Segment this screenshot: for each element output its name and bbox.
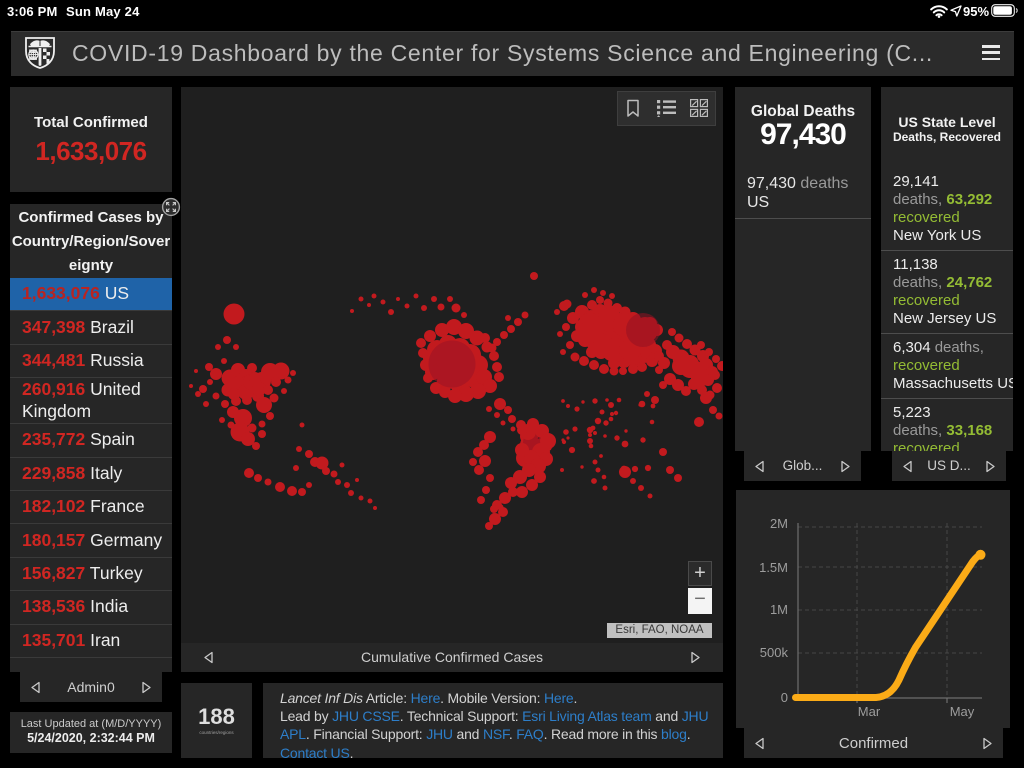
svg-text:1M: 1M <box>770 602 788 617</box>
svg-text:1.5M: 1.5M <box>759 560 788 575</box>
svg-text:May: May <box>950 704 975 719</box>
svg-text:0: 0 <box>781 690 788 705</box>
svg-text:500k: 500k <box>760 645 789 660</box>
svg-text:2M: 2M <box>770 516 788 531</box>
svg-text:Mar: Mar <box>858 704 881 719</box>
